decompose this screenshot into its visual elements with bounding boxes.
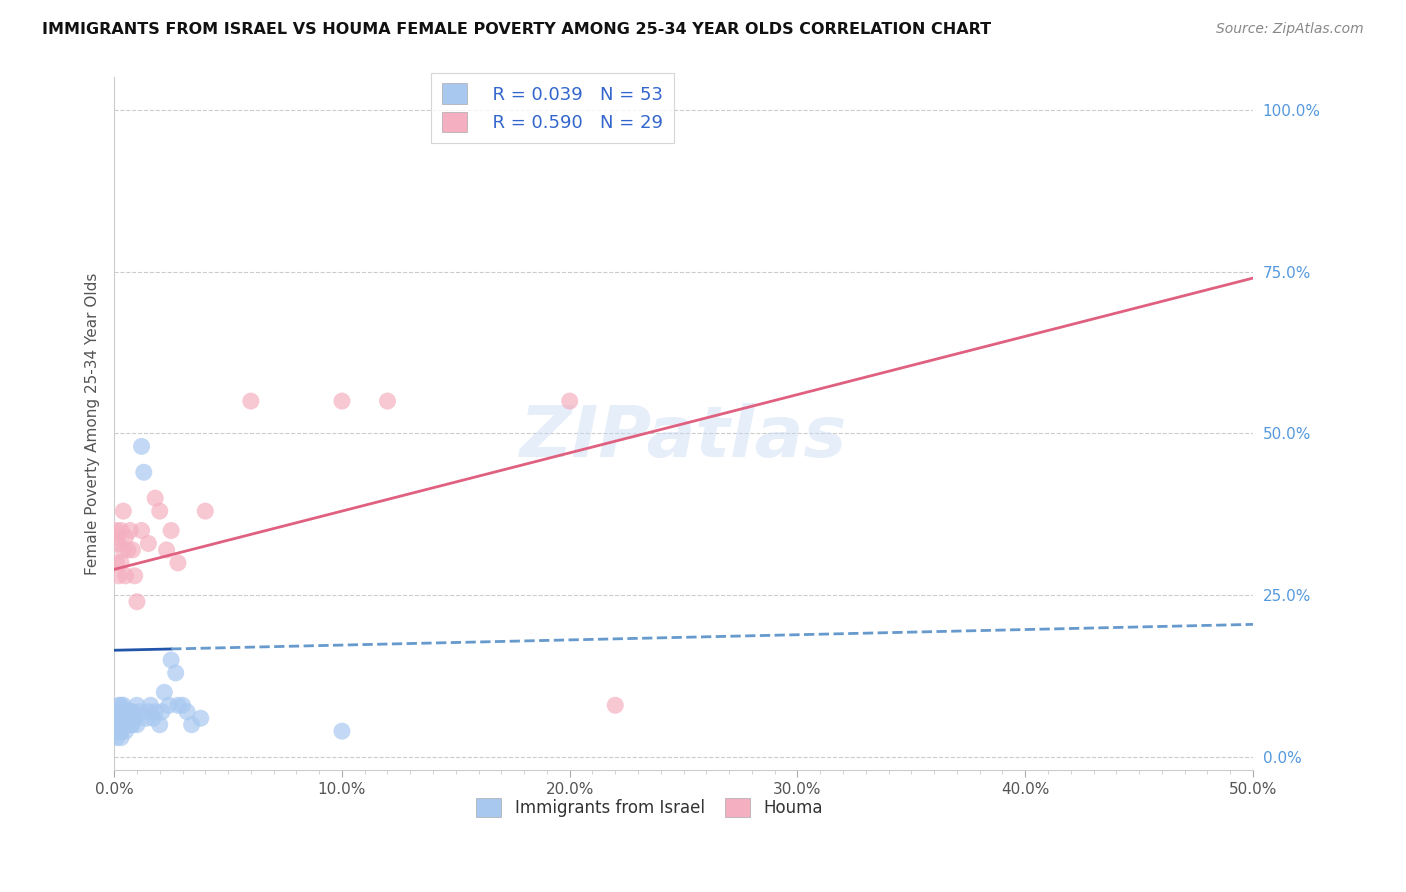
Text: IMMIGRANTS FROM ISRAEL VS HOUMA FEMALE POVERTY AMONG 25-34 YEAR OLDS CORRELATION: IMMIGRANTS FROM ISRAEL VS HOUMA FEMALE P… [42, 22, 991, 37]
Point [167, 698, 190, 713]
Legend: Immigrants from Israel, Houma: Immigrants from Israel, Houma [470, 791, 830, 824]
Point [105, 717, 128, 731]
Point [112, 717, 135, 731]
Point [377, 394, 399, 409]
Point [107, 717, 129, 731]
Point [128, 705, 150, 719]
Point [121, 717, 143, 731]
Point [117, 543, 139, 558]
Point [138, 705, 160, 719]
Point [131, 524, 153, 538]
Point [167, 556, 190, 570]
Point [605, 698, 627, 713]
Point [107, 724, 129, 739]
Point [190, 711, 212, 725]
Point [157, 698, 180, 713]
Point [107, 698, 129, 713]
Point [139, 698, 162, 713]
Point [142, 711, 165, 725]
Point [114, 717, 136, 731]
Point [120, 524, 142, 538]
Point [112, 698, 135, 713]
Point [105, 724, 128, 739]
Point [114, 530, 136, 544]
Point [105, 556, 128, 570]
Point [153, 685, 176, 699]
Point [117, 705, 139, 719]
Point [114, 711, 136, 725]
Point [124, 569, 146, 583]
Point [132, 465, 155, 479]
Point [143, 705, 166, 719]
Point [110, 698, 132, 713]
Point [110, 731, 132, 745]
Point [120, 705, 142, 719]
Point [330, 394, 353, 409]
Point [150, 705, 173, 719]
Point [125, 595, 148, 609]
Point [117, 717, 139, 731]
Point [114, 724, 136, 739]
Point [155, 543, 177, 558]
Point [143, 491, 166, 505]
Point [110, 711, 132, 725]
Point [110, 717, 132, 731]
Point [149, 717, 172, 731]
Text: Source: ZipAtlas.com: Source: ZipAtlas.com [1216, 22, 1364, 37]
Point [120, 717, 142, 731]
Point [105, 711, 128, 725]
Point [107, 705, 129, 719]
Point [138, 536, 160, 550]
Point [149, 504, 172, 518]
Point [105, 705, 128, 719]
Point [112, 705, 135, 719]
Point [110, 556, 132, 570]
Point [160, 653, 183, 667]
Point [112, 504, 135, 518]
Point [124, 711, 146, 725]
Point [176, 705, 198, 719]
Point [558, 394, 581, 409]
Point [110, 705, 132, 719]
Point [239, 394, 262, 409]
Point [110, 524, 132, 538]
Y-axis label: Female Poverty Among 25-34 Year Olds: Female Poverty Among 25-34 Year Olds [86, 273, 100, 575]
Point [105, 524, 128, 538]
Point [121, 543, 143, 558]
Point [105, 530, 128, 544]
Point [330, 724, 353, 739]
Point [107, 536, 129, 550]
Point [107, 711, 129, 725]
Point [121, 705, 143, 719]
Point [125, 698, 148, 713]
Point [112, 543, 135, 558]
Point [135, 711, 157, 725]
Point [105, 731, 128, 745]
Point [107, 569, 129, 583]
Point [165, 665, 187, 680]
Point [172, 698, 194, 713]
Point [110, 724, 132, 739]
Text: ZIPatlas: ZIPatlas [520, 403, 848, 472]
Point [180, 717, 202, 731]
Point [114, 569, 136, 583]
Point [131, 439, 153, 453]
Point [125, 717, 148, 731]
Point [194, 504, 217, 518]
Point [114, 705, 136, 719]
Point [160, 524, 183, 538]
Point [112, 711, 135, 725]
